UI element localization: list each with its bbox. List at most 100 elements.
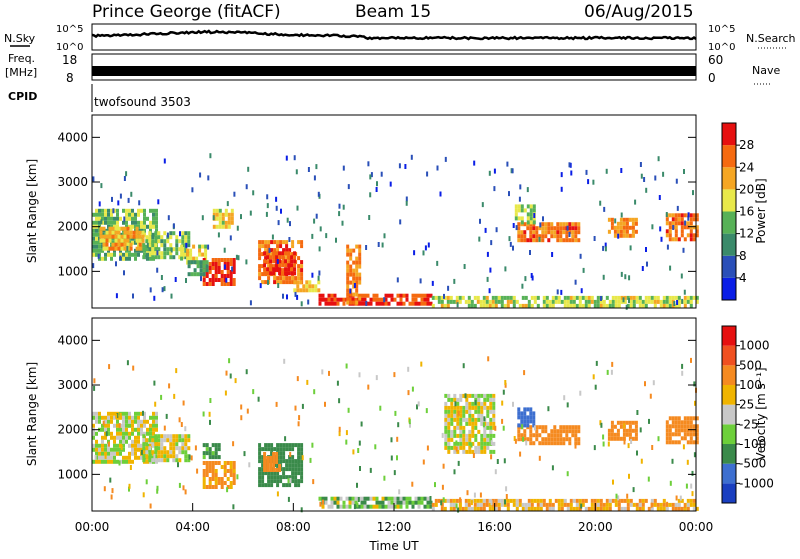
velocity-cell-region-10 [625,432,629,437]
velocity-scatter-cell [505,486,508,492]
velocity-colorbar-label: Velocity [m s⁻¹] [754,367,768,460]
power-cell-region-0 [143,216,146,221]
power-scatter-cell [277,283,280,288]
velocity-cell-region-11 [689,424,693,429]
velocity-cell-region-11 [695,424,699,429]
power-cell-region-10 [369,297,373,302]
power-scatter-cell [566,225,569,231]
velocity-cell-region-7 [476,506,480,511]
velocity-cell-region-4 [267,475,271,480]
power-cell-region-12 [542,299,546,304]
velocity-cell-region-11 [677,440,681,445]
velocity-cell-region-7 [437,498,441,503]
power-cell-region-11 [346,284,350,289]
power-cell-region-13 [565,234,569,239]
velocity-cell-region-0 [107,451,110,456]
power-cell-region-12 [629,299,633,304]
velocity-cell-region-0 [92,447,95,452]
velocity-cell-region-4 [279,455,283,460]
power-cell-region-12 [464,299,468,304]
power-cell-region-12 [440,299,444,304]
velocity-cell-region-7 [530,502,534,507]
power-cell-region-13 [523,222,527,227]
power-cell-region-13 [571,226,575,231]
power-cell-region-0 [98,244,101,249]
velocity-scatter-cell [612,479,614,485]
velocity-cell-region-8 [529,441,533,446]
velocity-cell-region-8 [556,433,560,438]
velocity-cell-region-6 [414,500,418,505]
velocity-cell-region-3 [205,447,209,452]
velocity-scatter-cell [390,437,393,443]
velocity-cell-region-4 [276,471,280,476]
power-cell-region-0 [143,220,146,225]
velocity-cell-region-0 [95,447,98,452]
velocity-cell-region-7 [560,502,564,507]
power-scatter-cell [271,234,274,240]
power-cell-region-10 [348,297,352,302]
power-cell-region-12 [620,299,624,304]
velocity-scatter-cell [379,405,382,411]
power-cell-region-0 [98,248,101,253]
power-cell-region-7 [297,268,301,273]
velocity-cell-region-2 [226,477,230,481]
velocity-cell-region-11 [674,428,678,433]
power-cell-region-13 [541,234,545,239]
power-scatter-cell [275,205,278,211]
velocity-cell-region-12 [447,417,451,422]
power-cell-region-12 [572,303,576,308]
power-cell-region-2 [187,243,191,248]
velocity-cell-region-12 [459,413,463,418]
power-cell-region-16 [668,213,672,218]
power-cell-region-13 [532,226,536,231]
velocity-scatter-cell [145,479,148,485]
power-cell-region-0 [113,220,116,225]
power-colorbar-tick-label: 28 [739,138,754,152]
power-cell-region-0 [152,220,155,225]
velocity-cell-region-2 [214,473,218,477]
velocity-cell-region-8 [544,425,548,430]
velocity-cell-region-0 [131,443,134,448]
power-cell-region-16 [689,217,693,222]
power-scatter-cell [277,220,280,226]
velocity-cell-region-4 [288,459,292,464]
velocity-cell-region-1 [166,434,170,439]
power-cell-region-10 [333,301,337,306]
power-cell-region-10 [333,297,337,302]
velocity-scatter-cell [652,380,655,386]
velocity-cell-region-7 [473,502,477,507]
power-cell-region-11 [358,248,362,253]
time-xtick-label: 12:00 [377,520,412,534]
power-cell-region-12 [527,303,531,308]
power-cell-region-12 [437,295,441,300]
power-cell-region-0 [149,208,152,213]
velocity-cell-region-0 [95,459,98,464]
power-cell-region-2 [166,239,170,244]
time-xtick-label: 16:00 [477,520,512,534]
velocity-cell-region-8 [538,433,542,438]
power-cell-region-2 [175,251,179,256]
power-colorbar-tick-label: 8 [739,249,747,263]
power-cell-region-8 [290,255,294,260]
power-cell-region-10 [339,297,343,302]
velocity-cell-region-12 [486,397,490,402]
velocity-cell-region-8 [550,433,554,438]
velocity-cell-region-10 [613,436,617,441]
power-cell-region-2 [157,239,161,244]
nsearch-tick-high: 10^5 [708,24,735,35]
power-cell-region-0 [134,236,137,241]
power-cell-region-0 [128,208,131,213]
power-cell-region-2 [169,251,173,256]
power-cell-region-13 [550,222,554,227]
velocity-cell-region-0 [134,451,137,456]
velocity-cell-region-7 [608,506,612,511]
velocity-cell-region-12 [459,433,463,438]
velocity-scatter-cell [651,445,654,450]
power-cell-region-12 [524,295,528,300]
velocity-cell-region-4 [282,459,286,464]
power-cell-region-1 [111,234,115,239]
velocity-cell-region-6 [390,504,394,509]
velocity-cell-region-7 [473,506,477,511]
velocity-cell-region-3 [208,455,212,460]
velocity-cell-region-6 [387,496,391,501]
